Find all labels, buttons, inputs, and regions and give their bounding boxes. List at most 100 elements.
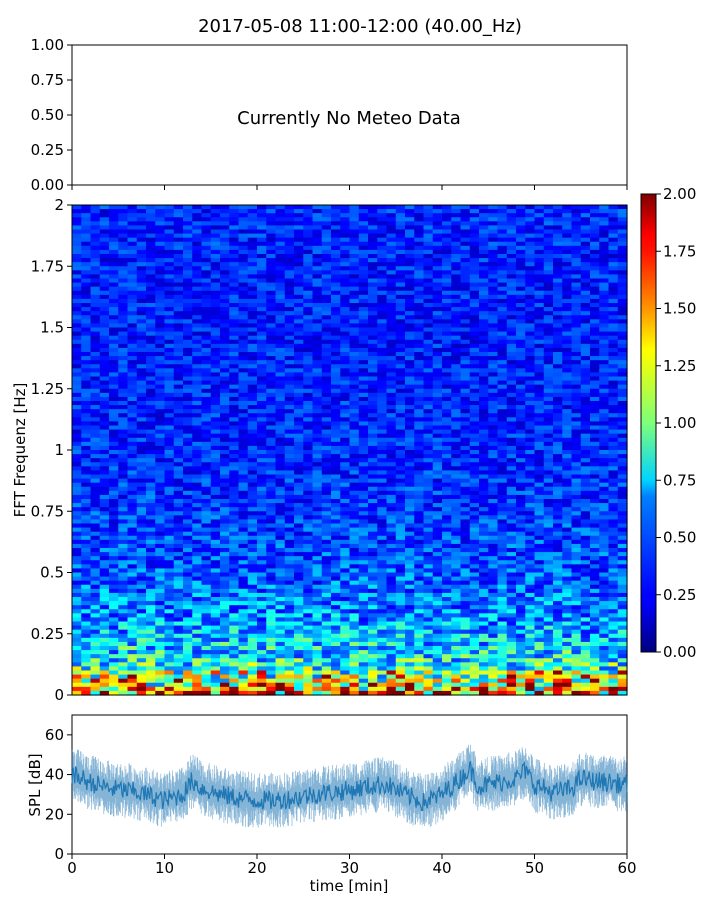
heatmap-cell	[294, 319, 304, 325]
heatmap-cell	[284, 278, 295, 284]
heatmap-cell	[72, 323, 82, 329]
heatmap-cell	[146, 466, 156, 472]
heatmap-cell	[183, 519, 193, 525]
heatmap-cell	[321, 311, 332, 316]
heatmap-cell	[340, 478, 351, 484]
heatmap-cell	[488, 388, 499, 394]
heatmap-cell	[386, 249, 397, 255]
heatmap-cell	[81, 417, 92, 423]
heatmap-cell	[368, 478, 378, 484]
heatmap-cell	[617, 482, 628, 488]
heatmap-cell	[571, 384, 582, 390]
heatmap-cell	[229, 368, 240, 374]
heatmap-cell	[321, 368, 332, 374]
heatmap-cell	[201, 454, 212, 459]
heatmap-cell	[312, 278, 323, 284]
heatmap-cell	[238, 539, 249, 545]
heatmap-cell	[192, 282, 203, 288]
heatmap-cell	[127, 388, 138, 394]
heatmap-cell	[506, 474, 517, 480]
heatmap-cell	[358, 392, 369, 398]
heatmap-cell	[72, 433, 82, 439]
heatmap-cell	[294, 474, 304, 480]
heatmap-cell	[183, 523, 193, 529]
heatmap-cell	[516, 331, 526, 337]
heatmap-cell	[183, 262, 193, 267]
heatmap-cell	[571, 233, 582, 239]
heatmap-cell	[442, 356, 452, 361]
heatmap-cell	[414, 384, 425, 390]
heatmap-cell	[155, 462, 166, 467]
heatmap-cell	[414, 392, 425, 398]
heatmap-cell	[247, 205, 258, 210]
heatmap-cell	[414, 262, 425, 267]
heatmap-cell	[284, 409, 295, 414]
heatmap-cell	[506, 209, 517, 214]
heatmap-cell	[553, 413, 563, 418]
heatmap-cell	[442, 474, 452, 480]
heatmap-cell	[331, 249, 341, 255]
heatmap-cell	[99, 237, 110, 243]
heatmap-cell	[368, 531, 378, 537]
heatmap-cell	[395, 258, 406, 263]
heatmap-cell	[72, 384, 82, 390]
heatmap-cell	[368, 311, 378, 316]
heatmap-cell	[257, 213, 267, 218]
heatmap-cell	[201, 347, 212, 353]
heatmap-cell	[294, 454, 304, 459]
heatmap-cell	[210, 413, 221, 418]
heatmap-cell	[525, 450, 536, 455]
heatmap-cell	[303, 266, 314, 271]
heatmap-cell	[127, 217, 138, 222]
heatmap-cell	[127, 343, 138, 349]
heatmap-cell	[183, 482, 193, 488]
heatmap-cell	[506, 405, 517, 410]
heatmap-cell	[451, 213, 462, 218]
heatmap-cell	[358, 396, 369, 402]
heatmap-cell	[562, 237, 573, 243]
heatmap-cell	[72, 499, 82, 504]
heatmap-cell	[146, 462, 156, 467]
heatmap-cell	[479, 384, 489, 390]
heatmap-cell	[331, 458, 341, 463]
heatmap-cell	[395, 368, 406, 374]
heatmap-cell	[99, 217, 110, 222]
heatmap-cell	[229, 294, 240, 300]
heatmap-cell	[608, 258, 619, 263]
heatmap-cell	[506, 356, 517, 361]
heatmap-cell	[294, 221, 304, 227]
heatmap-cell	[340, 368, 351, 374]
heatmap-cell	[275, 229, 286, 235]
heatmap-cell	[164, 278, 175, 284]
heatmap-cell	[109, 413, 119, 418]
heatmap-cell	[331, 388, 341, 394]
heatmap-cell	[562, 286, 573, 292]
heatmap-cell	[99, 209, 110, 214]
heatmap-cell	[220, 303, 230, 308]
heatmap-cell	[414, 507, 425, 512]
heatmap-cell	[99, 205, 110, 210]
heatmap-cell	[395, 225, 406, 231]
heatmap-cell	[562, 352, 573, 357]
heatmap-cell	[580, 523, 591, 529]
heatmap-cell	[442, 360, 452, 365]
heatmap-cell	[294, 413, 304, 418]
heatmap-cell	[506, 303, 517, 308]
heatmap-cell	[479, 519, 489, 525]
heatmap-cell	[432, 339, 443, 345]
heatmap-cell	[469, 392, 480, 398]
heatmap-cell	[146, 535, 156, 541]
heatmap-cell	[386, 307, 397, 312]
heatmap-cell	[173, 384, 184, 390]
heatmap-cell	[340, 417, 351, 423]
heatmap-cell	[136, 274, 147, 280]
heatmap-cell	[201, 315, 212, 320]
heatmap-cell	[553, 494, 563, 500]
heatmap-cell	[488, 482, 499, 488]
heatmap-cell	[118, 519, 129, 525]
heatmap-cell	[81, 368, 92, 374]
heatmap-cell	[303, 507, 314, 512]
heatmap-cell	[340, 421, 351, 427]
heatmap-cell	[395, 262, 406, 267]
heatmap-cell	[368, 290, 378, 296]
